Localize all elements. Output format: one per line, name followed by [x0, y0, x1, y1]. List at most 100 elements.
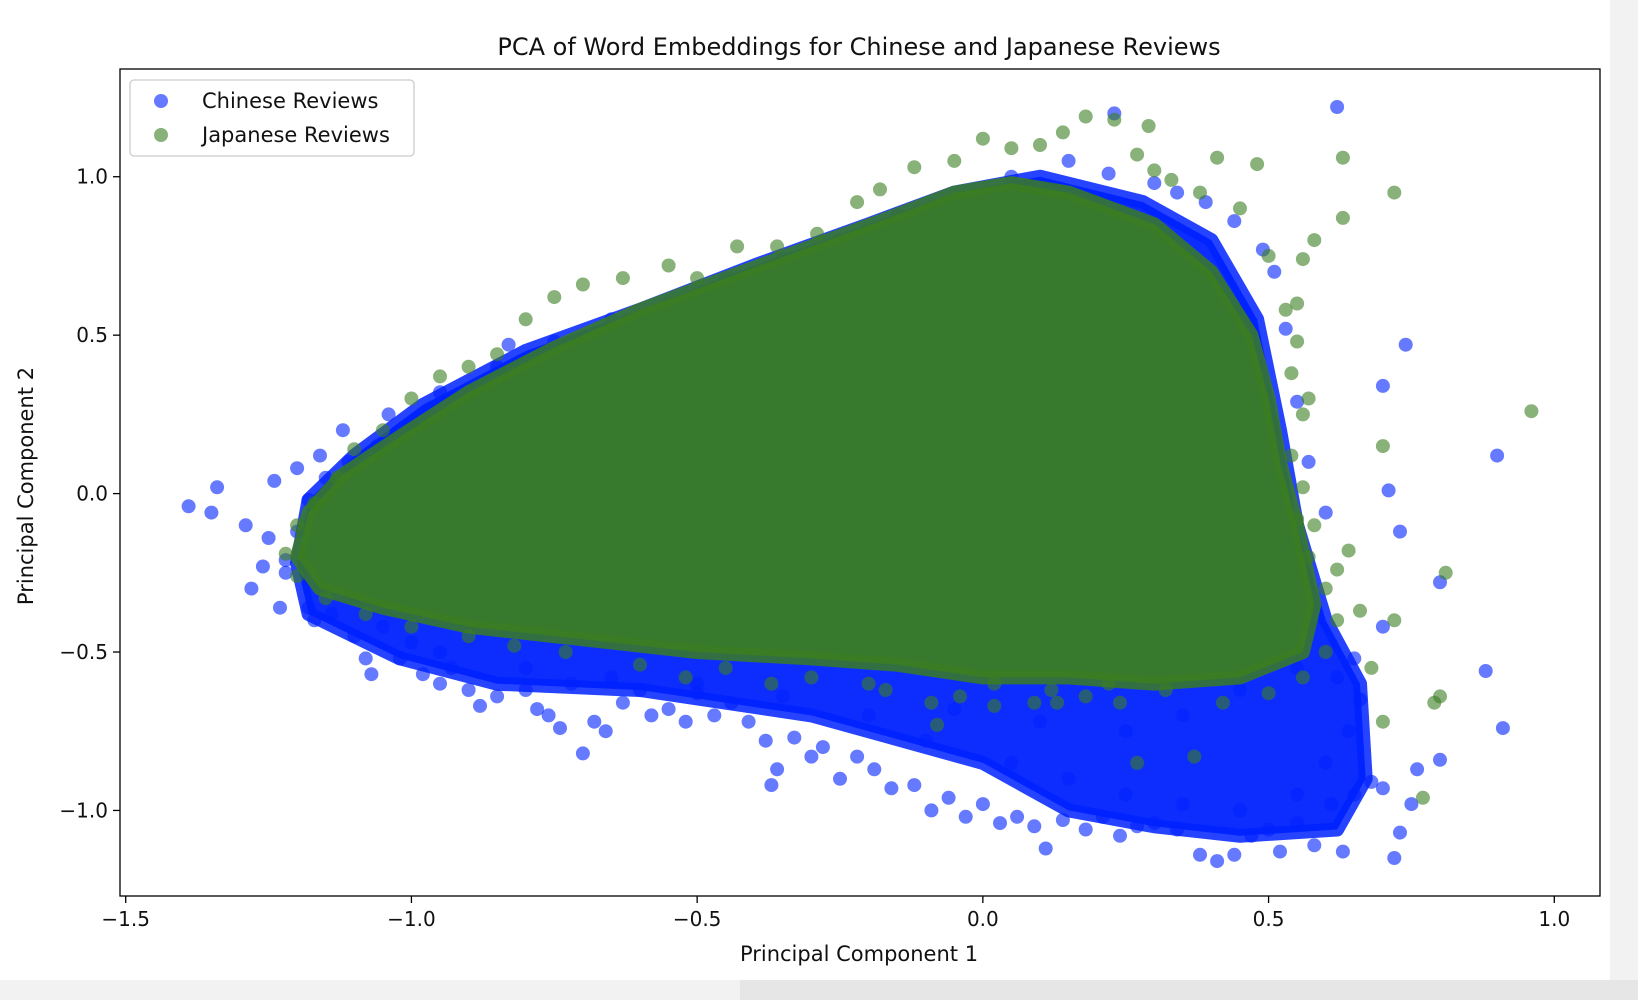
data-point	[1393, 524, 1407, 539]
data-point	[1290, 394, 1305, 409]
data-point	[1347, 651, 1362, 666]
data-point	[461, 359, 476, 374]
data-point	[878, 683, 893, 697]
data-point	[1170, 822, 1185, 837]
data-point	[1398, 337, 1413, 352]
data-point	[1375, 619, 1390, 634]
data-point	[1113, 828, 1127, 843]
data-point	[815, 740, 830, 755]
data-point	[741, 714, 756, 729]
data-point	[1130, 819, 1145, 834]
x-tick-label: 1.0	[1538, 907, 1570, 931]
data-point	[1404, 797, 1419, 812]
data-point	[1335, 210, 1350, 225]
data-point	[347, 629, 362, 644]
legend-label: Japanese Reviews	[200, 123, 390, 147]
data-point	[1478, 664, 1493, 678]
y-tick-label: 1.0	[76, 165, 108, 189]
y-tick-label: 0.5	[76, 323, 108, 347]
data-point	[1147, 176, 1162, 191]
data-point	[718, 660, 733, 675]
data-point	[433, 676, 447, 691]
data-point	[358, 607, 373, 621]
data-point	[278, 546, 293, 561]
data-point	[1233, 201, 1247, 216]
data-point	[375, 619, 390, 634]
data-point	[958, 809, 973, 824]
data-point	[775, 689, 790, 704]
data-point	[804, 749, 819, 764]
data-point	[975, 131, 990, 146]
data-point	[1044, 683, 1059, 697]
data-point	[1095, 809, 1110, 824]
data-point	[1033, 138, 1047, 152]
data-point	[833, 771, 847, 786]
data-point	[884, 781, 899, 796]
data-point	[1301, 550, 1316, 564]
data-point	[644, 708, 659, 723]
data-point	[1233, 803, 1247, 818]
data-point	[1290, 787, 1305, 802]
data-point	[1193, 847, 1207, 862]
data-point	[850, 195, 865, 210]
data-point	[1301, 454, 1316, 469]
data-point	[1524, 404, 1539, 419]
data-point	[1318, 755, 1333, 770]
data-point	[1364, 774, 1379, 789]
data-point	[381, 407, 396, 422]
data-point	[1215, 695, 1230, 710]
data-point	[804, 670, 819, 685]
data-point	[547, 290, 562, 305]
data-point	[598, 724, 613, 739]
x-tick-label: 0.5	[1253, 907, 1285, 931]
data-point	[1375, 378, 1390, 393]
data-point	[861, 708, 876, 723]
data-point	[873, 182, 887, 197]
data-point	[1410, 762, 1425, 777]
data-point	[290, 518, 305, 533]
data-point	[404, 635, 419, 650]
data-point	[850, 749, 865, 764]
legend-box	[129, 79, 415, 157]
data-point	[1101, 676, 1116, 691]
data-point	[1278, 302, 1293, 317]
data-point	[267, 473, 282, 488]
data-point	[1330, 100, 1345, 114]
data-point	[1061, 153, 1076, 168]
data-point	[1038, 841, 1053, 856]
data-point	[1318, 505, 1333, 520]
data-point	[987, 698, 1002, 713]
data-point	[1141, 119, 1156, 133]
data-point	[278, 565, 293, 580]
data-point	[433, 369, 447, 384]
data-point	[1375, 439, 1390, 454]
data-point	[1170, 185, 1185, 200]
series-japanese	[278, 109, 1539, 805]
data-point	[690, 271, 705, 286]
data-point	[1261, 686, 1276, 701]
legend-label: Chinese Reviews	[202, 89, 378, 113]
data-point	[404, 391, 419, 406]
data-point	[993, 816, 1007, 831]
data-point	[347, 442, 362, 457]
data-point	[1318, 581, 1333, 596]
data-point	[930, 717, 945, 732]
data-point	[975, 797, 990, 812]
data-point	[1147, 163, 1162, 178]
data-point	[1273, 844, 1287, 859]
data-point	[633, 683, 647, 697]
data-point	[1130, 755, 1145, 770]
data-point	[1004, 141, 1019, 156]
data-point	[1290, 296, 1305, 311]
data-point	[1107, 112, 1122, 127]
data-point	[707, 708, 722, 723]
data-point	[1210, 150, 1225, 165]
data-point	[1227, 214, 1242, 229]
data-point	[1244, 828, 1259, 843]
data-point	[1433, 752, 1447, 767]
data-point	[1330, 670, 1345, 685]
data-point	[1335, 150, 1350, 165]
data-point	[1050, 695, 1065, 710]
axes: −1.5 −1.0 −0.5 0.0 0.5 1.0 −1.0 −0.5 0.0 0.5 1.0	[59, 68, 1601, 931]
data-point	[261, 531, 276, 545]
